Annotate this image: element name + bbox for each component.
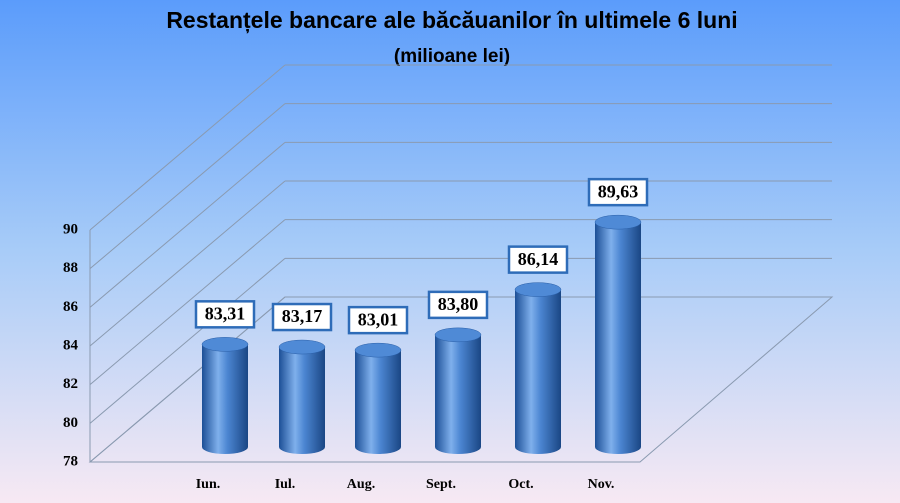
value-label-box [271, 302, 333, 332]
value-label: 89,63 [598, 181, 639, 201]
side-grid-line [89, 103, 286, 270]
bar-top [514, 282, 562, 297]
x-tick-label: Iul. [275, 477, 296, 492]
side-grid-line [89, 257, 286, 424]
y-tick-label: 80 [63, 415, 78, 431]
y-tick-label: 90 [63, 221, 78, 237]
bar [595, 222, 641, 454]
chart-title: Restanțele bancare ale băcăuanilor în ul… [166, 7, 737, 34]
value-label: 83,01 [358, 309, 399, 329]
value-label-box [347, 305, 409, 335]
value-label-box [194, 300, 256, 329]
x-tick-label: Iun. [196, 477, 221, 492]
bar [355, 350, 401, 454]
bar-top [201, 337, 249, 352]
x-tick-label: Oct. [508, 477, 533, 492]
side-grid-line [89, 180, 286, 347]
value-label: 83,17 [282, 306, 323, 326]
chart-subtitle: (milioane lei) [394, 46, 510, 67]
y-tick-label: 78 [63, 453, 78, 469]
value-label: 86,14 [518, 249, 559, 269]
bar-top [434, 327, 482, 343]
bar-top [594, 214, 642, 230]
value-label-box [507, 245, 569, 274]
y-tick-label: 82 [63, 376, 78, 392]
y-tick-label: 86 [63, 299, 79, 315]
bar-top [354, 342, 402, 358]
value-label-box [427, 290, 489, 320]
value-label-box [587, 177, 649, 207]
bar [435, 334, 481, 454]
bar [202, 344, 248, 454]
bar [515, 289, 561, 454]
bar [279, 347, 325, 454]
side-grid-line [89, 219, 286, 386]
y-tick-label: 84 [63, 337, 79, 353]
side-grid-line [89, 141, 286, 308]
y-tick-label: 88 [63, 260, 78, 276]
value-label: 83,31 [205, 303, 246, 323]
bar-top [278, 339, 326, 355]
value-label: 83,80 [438, 294, 479, 314]
x-tick-label: Sept. [426, 477, 456, 492]
x-tick-label: Aug. [347, 477, 375, 492]
x-tick-label: Nov. [588, 477, 615, 492]
side-grid-line [89, 64, 286, 231]
